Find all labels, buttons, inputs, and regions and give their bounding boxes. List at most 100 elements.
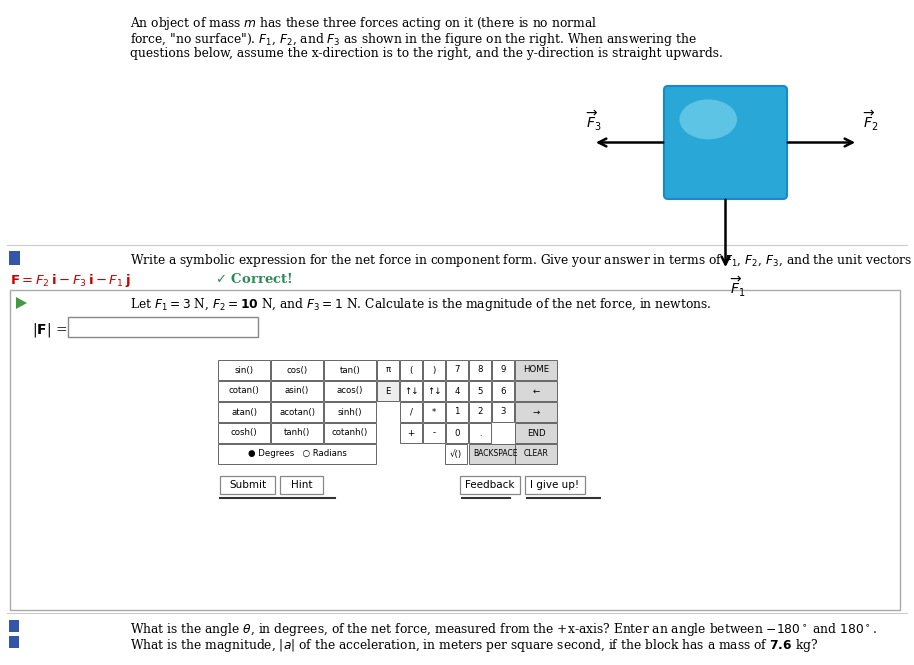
Bar	[271, 423, 323, 443]
Text: -: -	[432, 428, 436, 438]
Ellipse shape	[679, 100, 737, 140]
Text: Write a symbolic expression for the net force in component form. Give your answe: Write a symbolic expression for the net …	[130, 252, 914, 269]
Text: acos(): acos()	[337, 386, 363, 396]
Text: π: π	[386, 366, 390, 374]
Text: $\overrightarrow{F}_1$: $\overrightarrow{F}_1$	[729, 275, 745, 299]
Text: (: (	[409, 366, 413, 374]
Bar	[492, 381, 514, 401]
Text: .: .	[479, 428, 482, 438]
Bar	[446, 381, 468, 401]
Text: $\overrightarrow{F}_2$: $\overrightarrow{F}_2$	[863, 108, 878, 132]
Text: atan(): atan()	[231, 408, 257, 416]
Text: BACKSPACE: BACKSPACE	[473, 450, 517, 458]
Bar	[469, 402, 491, 422]
Bar	[377, 360, 399, 380]
Text: 7: 7	[454, 366, 460, 374]
Text: $\checkmark$ Correct!: $\checkmark$ Correct!	[215, 272, 292, 286]
Bar	[423, 402, 445, 422]
Text: Let $F_1 = 3$ N, $F_2 = \mathbf{10}$ N, and $F_3 = 1$ N. Calculate is the magnit: Let $F_1 = 3$ N, $F_2 = \mathbf{10}$ N, …	[130, 296, 712, 313]
Text: 0: 0	[454, 428, 460, 438]
Bar	[377, 381, 399, 401]
Text: cos(): cos()	[286, 366, 308, 374]
Bar	[445, 444, 467, 464]
Text: Feedback: Feedback	[465, 480, 515, 490]
Text: ): )	[432, 366, 436, 374]
Bar	[218, 360, 270, 380]
Bar	[515, 402, 557, 422]
Text: What is the angle $\theta$, in degrees, of the net force, measured from the +x-a: What is the angle $\theta$, in degrees, …	[130, 621, 877, 638]
Bar	[446, 423, 468, 443]
Bar	[271, 381, 323, 401]
Bar	[446, 360, 468, 380]
Text: →: →	[532, 408, 539, 416]
Bar	[423, 360, 445, 380]
Bar	[324, 360, 376, 380]
FancyBboxPatch shape	[664, 86, 787, 199]
Text: ↑↓: ↑↓	[404, 386, 419, 396]
Text: CLEAR: CLEAR	[524, 450, 548, 458]
Bar	[446, 402, 468, 422]
Bar	[469, 381, 491, 401]
Bar	[324, 423, 376, 443]
Text: What is the magnitude, $|a|$ of the acceleration, in meters per square second, i: What is the magnitude, $|a|$ of the acce…	[130, 637, 818, 654]
Text: 3: 3	[500, 408, 505, 416]
Bar	[469, 360, 491, 380]
Text: 2: 2	[477, 408, 483, 416]
Text: asin(): asin()	[285, 386, 309, 396]
Text: ←: ←	[532, 386, 539, 396]
Text: 9: 9	[500, 366, 505, 374]
Text: Hint: Hint	[291, 480, 313, 490]
Bar	[9, 251, 20, 265]
Text: ↑↓: ↑↓	[427, 386, 441, 396]
Bar	[9, 636, 19, 648]
Text: 1: 1	[454, 408, 460, 416]
Text: *: *	[432, 408, 436, 416]
Text: cotanh(): cotanh()	[332, 428, 368, 438]
Text: I give up!: I give up!	[530, 480, 579, 490]
Text: 6: 6	[500, 386, 505, 396]
Bar	[400, 381, 422, 401]
Text: ● Degrees   ○ Radians: ● Degrees ○ Radians	[248, 450, 346, 458]
Text: /: /	[409, 408, 412, 416]
Text: force, "no surface"). $F_1$, $F_2$, and $F_3$ as shown in the figure on the righ: force, "no surface"). $F_1$, $F_2$, and …	[130, 31, 696, 48]
Bar	[280, 476, 323, 494]
Text: 8: 8	[477, 366, 483, 374]
Bar	[460, 476, 520, 494]
Bar	[324, 402, 376, 422]
Text: tanh(): tanh()	[284, 428, 310, 438]
Bar	[515, 360, 557, 380]
Text: END: END	[526, 428, 546, 438]
Bar	[271, 402, 323, 422]
Text: cosh(): cosh()	[230, 428, 258, 438]
Text: E: E	[385, 386, 391, 396]
Bar	[492, 402, 514, 422]
Text: questions below, assume the x-direction is to the right, and the y-direction is : questions below, assume the x-direction …	[130, 47, 723, 60]
Bar	[492, 360, 514, 380]
Bar	[400, 402, 422, 422]
Text: sinh(): sinh()	[338, 408, 362, 416]
Text: sin(): sin()	[235, 366, 253, 374]
Bar	[9, 620, 19, 632]
Text: tan(): tan()	[340, 366, 360, 374]
Bar	[220, 476, 275, 494]
Bar	[218, 402, 270, 422]
Bar	[10, 290, 900, 610]
Bar	[68, 317, 258, 337]
Bar	[515, 381, 557, 401]
Bar	[469, 444, 522, 464]
Bar	[515, 423, 557, 443]
Text: Submit: Submit	[228, 480, 266, 490]
Bar	[218, 381, 270, 401]
Text: acotan(): acotan()	[279, 408, 315, 416]
Text: +: +	[408, 428, 415, 438]
Bar	[469, 423, 491, 443]
Text: $|\mathbf{F}|$ =: $|\mathbf{F}|$ =	[32, 321, 68, 339]
Bar	[324, 381, 376, 401]
Bar	[515, 444, 557, 464]
Polygon shape	[16, 297, 27, 309]
Bar	[525, 476, 585, 494]
Text: √(): √()	[450, 450, 462, 458]
Bar	[400, 423, 422, 443]
Bar	[218, 444, 376, 464]
Text: HOME: HOME	[523, 366, 549, 374]
